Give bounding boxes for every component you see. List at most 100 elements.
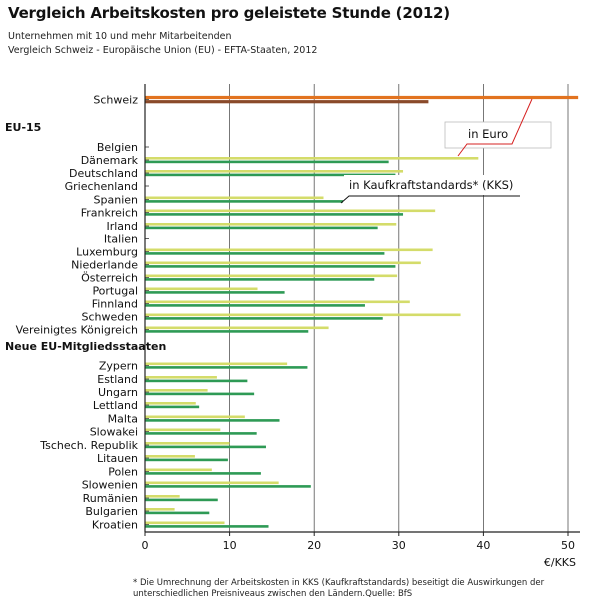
bar-kks — [145, 213, 404, 216]
category-label: Estland — [97, 373, 138, 386]
bar-kks — [145, 392, 255, 396]
bar-euro — [145, 300, 410, 304]
category-label: Schweden — [82, 311, 139, 324]
category-label: Slowenien — [82, 479, 138, 492]
category-label: Slowakei — [90, 426, 138, 439]
bar-euro — [145, 261, 421, 265]
bar-euro — [145, 95, 579, 100]
bar-euro — [145, 248, 433, 252]
category-label: Vereinigtes Königreich — [16, 324, 138, 337]
footnote: * Die Umrechnung der Arbeitskosten in KK… — [133, 578, 545, 599]
legend-kks-leader — [340, 195, 520, 204]
chart-subtitle-2: Vergleich Schweiz - Europäische Union (E… — [8, 45, 318, 56]
category-label: Irland — [106, 220, 138, 233]
bar-kks — [145, 252, 385, 255]
bar-kks — [145, 291, 285, 294]
bar-kks — [145, 200, 343, 203]
category-label: Lettland — [93, 399, 138, 412]
category-label: Ungarn — [98, 386, 138, 399]
category-label: Litauen — [97, 452, 138, 465]
bar-kks — [145, 458, 228, 462]
bar-euro — [145, 326, 329, 330]
bar-kks — [145, 472, 261, 475]
group-header: Neue EU-Mitgliedsstaaten — [5, 340, 166, 353]
category-label: Italien — [104, 233, 138, 246]
category-label: Bulgarien — [85, 505, 138, 518]
bar-kks — [145, 366, 308, 369]
chart-title: Vergleich Arbeitskosten pro geleistete S… — [8, 4, 450, 22]
bar-euro — [145, 209, 436, 213]
bar-euro — [145, 495, 180, 498]
bar-kks — [145, 278, 375, 281]
x-tick-label: 50 — [561, 539, 575, 552]
bar-kks — [145, 100, 429, 104]
bar-euro — [145, 223, 397, 226]
bar-euro — [145, 170, 404, 173]
category-label: Luxemburg — [76, 246, 138, 259]
category-label: Dänemark — [81, 154, 139, 167]
bar-euro — [145, 468, 212, 472]
bar-kks — [145, 498, 218, 502]
legend-euro-label: in Euro — [468, 127, 508, 141]
bar-euro — [145, 313, 461, 317]
legend-euro-leader — [457, 98, 533, 157]
x-tick-label: 10 — [223, 539, 237, 552]
category-label: Schweiz — [93, 94, 138, 107]
bar-euro — [145, 508, 175, 511]
bar-euro — [145, 362, 288, 366]
bar-euro — [145, 442, 230, 445]
bar-euro — [145, 157, 479, 160]
bar-euro — [145, 389, 208, 392]
category-label: Spanien — [94, 194, 139, 207]
legend-kks-box — [344, 175, 524, 195]
chart-subtitle-1: Unternehmen mit 10 und mehr Mitarbeitend… — [8, 31, 232, 42]
category-label: Österreich — [81, 272, 138, 285]
bar-euro — [145, 287, 258, 291]
x-axis-label: €/KKS — [544, 556, 576, 569]
category-label: Belgien — [97, 141, 138, 154]
category-label: Griechenland — [65, 180, 138, 193]
category-label: Deutschland — [69, 167, 138, 180]
bar-euro — [145, 428, 221, 432]
bar-euro — [145, 376, 217, 379]
bar-euro — [145, 481, 279, 485]
bar-kks — [145, 405, 200, 409]
category-label: Tschech. Republik — [39, 439, 138, 452]
bar-kks — [145, 419, 280, 422]
category-label: Zypern — [99, 360, 138, 373]
category-label: Finnland — [92, 298, 138, 311]
bar-kks — [145, 304, 365, 307]
bar-euro — [145, 402, 196, 405]
bar-kks — [145, 525, 269, 528]
x-tick-label: 0 — [142, 539, 149, 552]
category-label: Polen — [108, 466, 138, 479]
x-tick-label: 40 — [476, 539, 490, 552]
category-label: Kroatien — [92, 519, 138, 532]
category-label: Niederlande — [71, 259, 138, 272]
category-label: Portugal — [92, 285, 138, 298]
bar-kks — [145, 485, 311, 488]
bar-kks — [145, 226, 378, 230]
category-label: Frankreich — [81, 207, 138, 220]
bar-kks — [145, 432, 257, 435]
x-tick-label: 20 — [307, 539, 321, 552]
category-label: Malta — [108, 413, 138, 426]
bar-kks — [145, 265, 396, 268]
bar-kks — [145, 330, 309, 333]
bar-euro — [145, 274, 398, 278]
bar-euro — [145, 415, 245, 419]
bar-kks — [145, 379, 248, 383]
bar-euro — [145, 455, 195, 458]
category-label: Rumänien — [83, 492, 138, 505]
bar-kks — [145, 160, 389, 164]
bar-euro — [145, 521, 225, 525]
bar-kks — [145, 445, 266, 449]
x-tick-label: 30 — [392, 539, 406, 552]
bar-kks — [145, 173, 396, 177]
legend-kks-label: in Kaufkraftstandards* (KKS) — [349, 178, 513, 192]
bar-kks — [145, 511, 210, 515]
group-header: EU-15 — [5, 121, 41, 134]
bar-kks — [145, 317, 383, 320]
bar-euro — [145, 196, 324, 200]
